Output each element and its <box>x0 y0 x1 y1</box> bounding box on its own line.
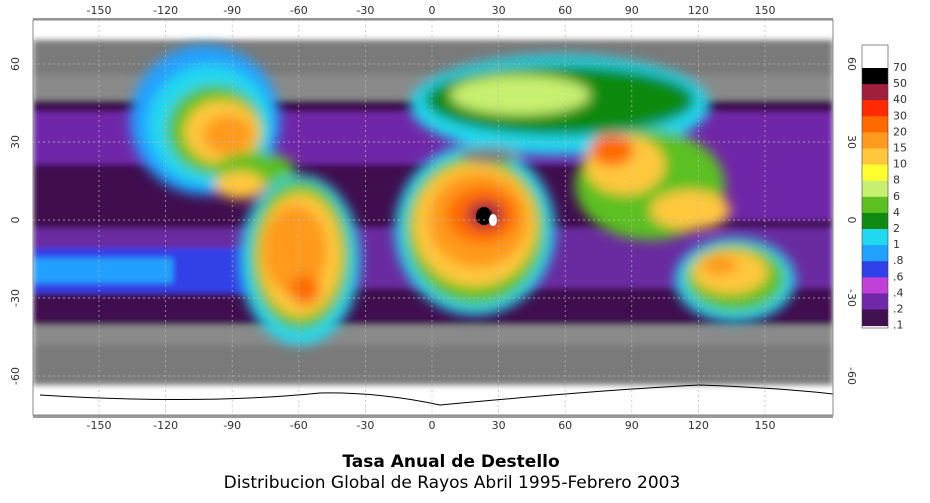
lon-label-bottom: -120 <box>153 419 178 432</box>
lon-label-bottom: -60 <box>290 419 308 432</box>
colorbar-segment <box>862 212 888 230</box>
lon-label-top: -30 <box>356 4 374 17</box>
colorbar-label: 4 <box>893 206 900 219</box>
lon-label-top: -120 <box>153 4 178 17</box>
map-frame <box>32 19 834 416</box>
colorbar-segment <box>862 261 888 278</box>
lat-label-left: -60 <box>9 367 22 385</box>
lat-label-right: 30 <box>845 135 858 149</box>
lat-label-right: -60 <box>845 367 858 385</box>
colorbar-segment <box>862 293 888 310</box>
lon-label-top: 150 <box>755 4 776 17</box>
colorbar-label: 2 <box>893 222 900 235</box>
lon-label-top: -90 <box>223 4 241 17</box>
colorbar-segment <box>862 229 888 246</box>
lon-label-top: -150 <box>87 4 112 17</box>
colorbar-label: .2 <box>893 303 904 316</box>
colorbar-label: 40 <box>893 93 907 106</box>
lon-label-bottom: 150 <box>755 419 776 432</box>
lon-label-top: -60 <box>290 4 308 17</box>
lat-label-left: 60 <box>9 57 22 71</box>
lon-label-top: 90 <box>625 4 639 17</box>
lat-label-right: -30 <box>845 289 858 307</box>
colorbar-label: .1 <box>893 319 904 332</box>
colorbar-segment <box>862 116 888 133</box>
lon-label-top: 60 <box>558 4 572 17</box>
colorbar-segment <box>862 277 888 294</box>
colorbar-label: 15 <box>893 142 907 155</box>
colorbar-label: 8 <box>893 174 900 187</box>
subtitle: Distribucion Global de Rayos Abril 1995-… <box>224 473 681 493</box>
lon-label-bottom: -150 <box>87 419 112 432</box>
lat-label-left: 30 <box>9 135 22 149</box>
colorbar-label: 30 <box>893 109 907 122</box>
colorbar-label: 50 <box>893 77 907 90</box>
colorbar-label: .4 <box>893 286 904 299</box>
colorbar-label: 6 <box>893 190 900 203</box>
lat-label-right: 0 <box>845 217 858 224</box>
lon-label-bottom: -90 <box>223 419 241 432</box>
colorbar-label: 70 <box>893 61 907 74</box>
colorbar-segment <box>862 309 888 327</box>
colorbar-segment <box>862 164 888 182</box>
colorbar-segment <box>862 68 888 85</box>
colorbar-label: 10 <box>893 158 907 171</box>
lat-label-right: 60 <box>845 57 858 71</box>
lon-label-bottom: 120 <box>688 419 709 432</box>
colorbar-segment <box>862 84 888 101</box>
lat-label-left: 0 <box>9 217 22 224</box>
title: Tasa Anual de Destello <box>342 452 559 472</box>
lon-label-bottom: 30 <box>492 419 506 432</box>
colorbar-segment <box>862 132 888 149</box>
colorbar-label: .6 <box>893 270 904 283</box>
map-layers <box>33 20 833 415</box>
colorbar-segment <box>862 245 888 262</box>
lon-label-bottom: -30 <box>356 419 374 432</box>
lon-label-top: 120 <box>688 4 709 17</box>
lat-label-left: -30 <box>9 289 22 307</box>
colorbar-segment <box>862 45 888 69</box>
colorbar-label: .8 <box>893 254 904 267</box>
colorbar-label: 1 <box>893 238 900 251</box>
colorbar-segment <box>862 100 888 117</box>
colorbar-segment <box>862 180 888 198</box>
lon-label-top: 30 <box>492 4 506 17</box>
lon-label-bottom: 60 <box>558 419 572 432</box>
colorbar-segment <box>862 196 888 214</box>
colorbar-label: 20 <box>893 125 907 138</box>
frame-strip <box>33 414 833 418</box>
lon-label-bottom: 90 <box>625 419 639 432</box>
lon-label-bottom: 0 <box>429 419 436 432</box>
lon-label-top: 0 <box>429 4 436 17</box>
colorbar-segment <box>862 148 888 166</box>
colorbar-frame <box>861 44 889 329</box>
